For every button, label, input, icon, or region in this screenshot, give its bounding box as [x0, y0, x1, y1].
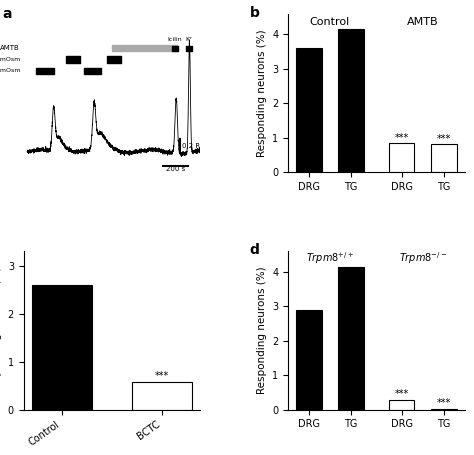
Text: ***: ***	[394, 389, 409, 399]
Text: AMTB: AMTB	[407, 17, 438, 27]
Text: 0.2 R: 0.2 R	[182, 142, 200, 149]
Y-axis label: Responding neurons (%): Responding neurons (%)	[256, 29, 267, 157]
Text: $\mathit{Trpm8}^{-/-}$: $\mathit{Trpm8}^{-/-}$	[399, 250, 447, 266]
Bar	[296, 310, 321, 410]
Bar	[431, 409, 456, 410]
Bar	[389, 143, 414, 172]
Text: ***: ***	[155, 371, 169, 381]
Y-axis label: Responding neurons (%): Responding neurons (%)	[256, 267, 267, 394]
Text: $\mathit{Trpm8}^{+/+}$: $\mathit{Trpm8}^{+/+}$	[306, 250, 354, 266]
Bar	[431, 144, 456, 172]
Bar	[132, 382, 192, 410]
Text: 667 mOsm: 667 mOsm	[0, 57, 20, 62]
Bar	[338, 29, 364, 172]
Text: ***: ***	[394, 133, 409, 143]
Bar	[389, 400, 414, 410]
Text: K⁺: K⁺	[185, 37, 193, 42]
Bar	[32, 285, 92, 410]
Text: Icilin: Icilin	[168, 37, 182, 42]
Y-axis label: Responding neurons (%): Responding neurons (%)	[0, 267, 2, 394]
Text: AMTB: AMTB	[0, 45, 20, 51]
Text: d: d	[249, 243, 259, 257]
Text: Control: Control	[310, 17, 350, 27]
Text: 367 mOsm: 367 mOsm	[0, 68, 20, 73]
Bar	[338, 267, 364, 410]
Text: b: b	[249, 6, 259, 20]
Text: 200 s: 200 s	[166, 167, 185, 172]
Text: ***: ***	[437, 134, 451, 144]
Bar	[296, 48, 321, 172]
Text: ***: ***	[437, 398, 451, 408]
Text: a: a	[2, 7, 12, 21]
